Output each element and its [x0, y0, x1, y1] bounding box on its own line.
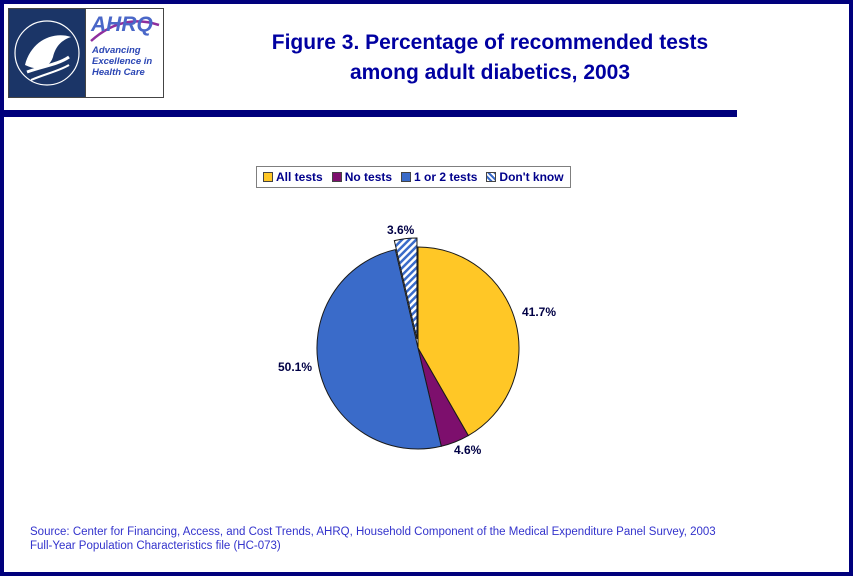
chart-legend: All tests No tests 1 or 2 tests Don't kn…	[256, 166, 571, 188]
legend-swatch-1-or-2-tests	[401, 172, 412, 182]
data-label-1-or-2-tests: 50.1%	[278, 360, 313, 374]
pie-chart	[316, 237, 520, 450]
legend-label-1-or-2-tests: 1 or 2 tests	[414, 170, 478, 184]
data-label-no-tests: 4.6%	[454, 443, 482, 457]
header-rule	[4, 110, 737, 117]
data-label-all-tests: 41.7%	[522, 305, 557, 319]
legend-swatch-no-tests	[331, 172, 342, 182]
hhs-eagle-icon	[25, 35, 71, 69]
pie-slice-all-tests	[417, 246, 520, 437]
legend-item-all-tests: All tests	[263, 170, 323, 184]
source-note-line2: Full-Year Population Characteristics fil…	[30, 539, 281, 552]
figure-title-line1: Figure 3. Percentage of recommended test…	[271, 31, 709, 54]
legend-item-1-or-2-tests: 1 or 2 tests	[401, 170, 477, 184]
ahrq-logo: AHRQ Advancing Excellence in Health Care	[85, 9, 163, 97]
figure-title-line2: among adult diabetics, 2003	[349, 61, 631, 84]
legend-item-no-tests: No tests	[331, 170, 393, 184]
ahrq-tagline-line2: Excellence in	[92, 56, 153, 67]
legend-label-all-tests: All tests	[276, 170, 323, 184]
pie-slice-don-t-know	[393, 237, 418, 340]
source-note: Source: Center for Financing, Access, an…	[30, 526, 830, 553]
hhs-logo	[9, 9, 85, 97]
logo-block: AHRQ Advancing Excellence in Health Care	[8, 8, 164, 98]
ahrq-swoosh-icon	[90, 20, 160, 42]
legend-item-dont-know: Don't know	[486, 170, 564, 184]
pie-slice-1-or-2-tests	[316, 248, 442, 450]
ahrq-logo-text: AHRQ	[91, 13, 153, 36]
legend-swatch-dont-know	[486, 172, 497, 182]
source-note-line1: Source: Center for Financing, Access, an…	[30, 526, 716, 538]
ahrq-tagline-line1: Advancing	[92, 45, 141, 56]
legend-label-no-tests: No tests	[344, 170, 393, 184]
data-label-dont-know: 3.6%	[387, 223, 415, 237]
legend-label-dont-know: Don't know	[499, 170, 564, 184]
ahrq-tagline: Advancing Excellence in Health Care	[92, 45, 152, 78]
figure-title: Figure 3. Percentage of recommended test…	[160, 28, 820, 88]
legend-swatch-all-tests	[263, 172, 273, 182]
ahrq-tagline-line3: Health Care	[92, 67, 145, 78]
